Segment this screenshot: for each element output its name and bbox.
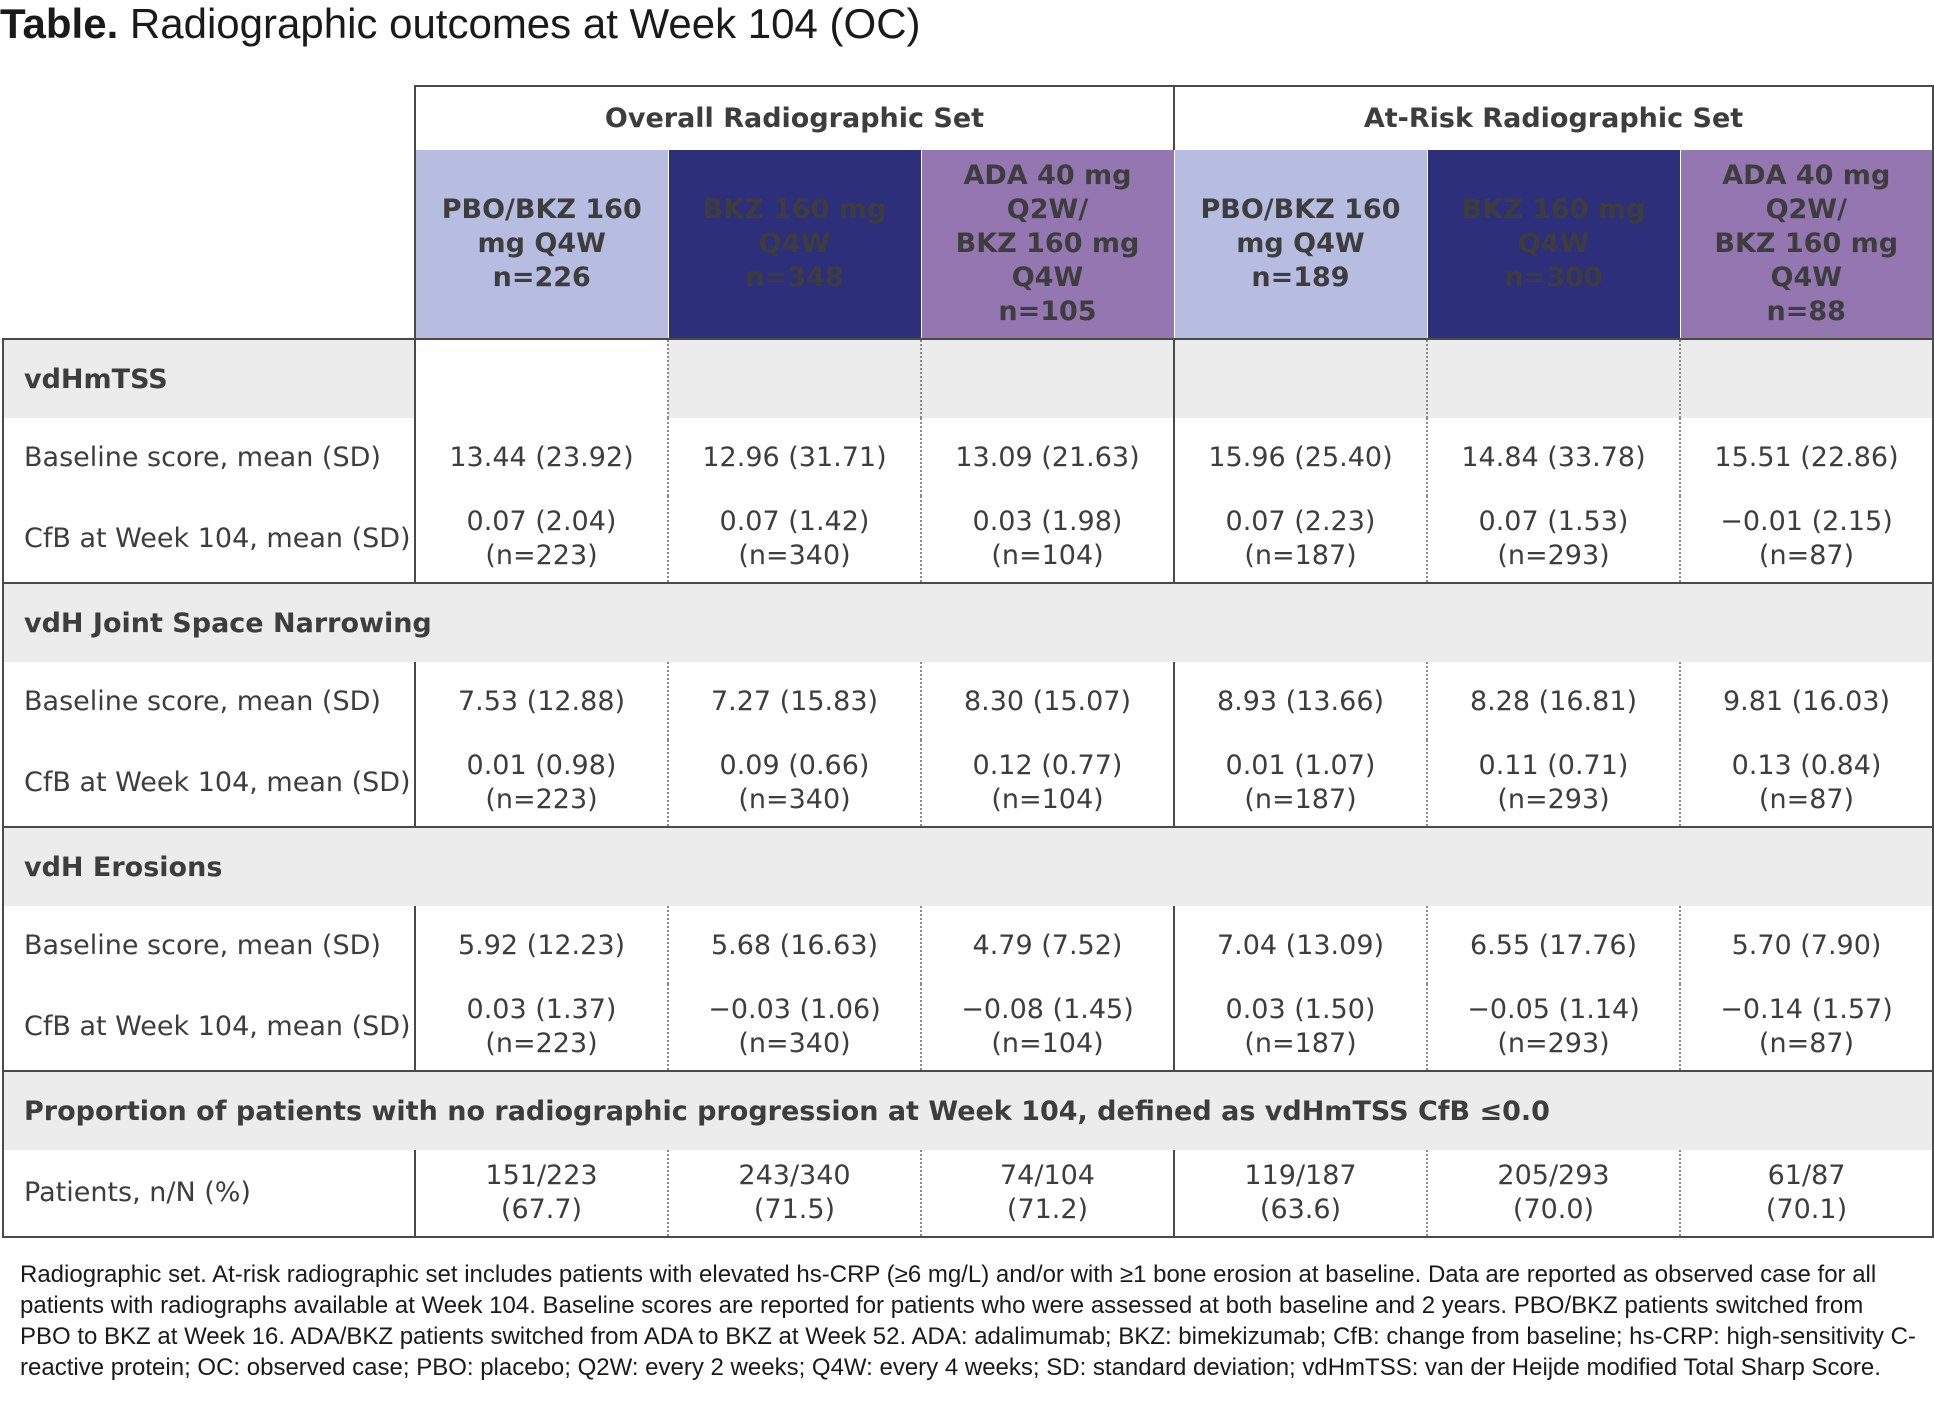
page-title: Table. Radiographic outcomes at Week 104… — [0, 0, 921, 56]
table-row: Baseline score, mean (SD) 7.53 (12.88) 7… — [2, 662, 1934, 740]
column-header: ADA 40 mg Q2W/ BKZ 160 mg Q4W n=105 — [920, 150, 1174, 340]
table-cell: 7.27 (15.83) — [667, 662, 921, 740]
column-header: PBO/BKZ 160 mg Q4W n=226 — [414, 150, 668, 340]
table-cell: 4.79 (7.52) — [920, 906, 1174, 984]
table-cell: 0.03 (1.37) (n=223) — [414, 984, 668, 1071]
table-cell: 13.09 (21.63) — [920, 418, 1174, 496]
blank-cell — [414, 338, 668, 418]
row-label: CfB at Week 104, mean (SD) — [2, 496, 415, 583]
section-heading: vdH Erosions — [1, 826, 1934, 906]
table-cell: 8.28 (16.81) — [1426, 662, 1680, 740]
table-cell: 0.12 (0.77) (n=104) — [920, 740, 1174, 827]
table-cell: 61/87 (70.1) — [1678, 1150, 1934, 1238]
table-cell: 7.04 (13.09) — [1173, 906, 1427, 984]
table-cell: 7.53 (12.88) — [414, 662, 668, 740]
table-row: Patients, n/N (%) 151/223 (67.7) 243/340… — [2, 1150, 1934, 1238]
column-header: BKZ 160 mg Q4W n=300 — [1426, 150, 1680, 340]
table-cell: 0.07 (2.04) (n=223) — [414, 496, 668, 583]
table-cell: 0.07 (2.23) (n=187) — [1173, 496, 1427, 583]
table-cell: 0.07 (1.53) (n=293) — [1426, 496, 1680, 583]
row-label: Baseline score, mean (SD) — [2, 906, 415, 984]
group-header-overall: Overall Radiographic Set — [414, 85, 1175, 150]
title-bold: Table. — [0, 0, 119, 47]
table-cell: 0.09 (0.66) (n=340) — [667, 740, 921, 827]
blank-cell — [1173, 338, 1427, 418]
blank-cell — [667, 338, 921, 418]
table-cell: 15.96 (25.40) — [1173, 418, 1427, 496]
group-header-at-risk: At-Risk Radiographic Set — [1172, 85, 1934, 150]
table-cell: 0.07 (1.42) (n=340) — [667, 496, 921, 583]
table-cell: 5.92 (12.23) — [414, 906, 668, 984]
outcomes-table: Overall Radiographic Set At-Risk Radiogr… — [1, 85, 1934, 1238]
table-cell: 6.55 (17.76) — [1426, 906, 1680, 984]
table-row: Baseline score, mean (SD) 5.92 (12.23) 5… — [2, 906, 1934, 984]
table-cell: −0.01 (2.15) (n=87) — [1678, 496, 1934, 583]
table-cell: 15.51 (22.86) — [1678, 418, 1934, 496]
table-cell: 13.44 (23.92) — [414, 418, 668, 496]
table-cell: 243/340 (71.5) — [667, 1150, 921, 1238]
table-cell: 9.81 (16.03) — [1678, 662, 1934, 740]
column-header: BKZ 160 mg Q4W n=348 — [667, 150, 921, 340]
table-cell: −0.08 (1.45) (n=104) — [920, 984, 1174, 1071]
table-cell: 8.30 (15.07) — [920, 662, 1174, 740]
row-label: Baseline score, mean (SD) — [2, 662, 415, 740]
footnote: Radiographic set. At-risk radiographic s… — [20, 1261, 1916, 1381]
corner-cell — [3, 86, 415, 150]
column-header: ADA 40 mg Q2W/ BKZ 160 mg Q4W n=88 — [1679, 150, 1934, 340]
row-label: Patients, n/N (%) — [2, 1150, 415, 1238]
table-cell: 5.70 (7.90) — [1678, 906, 1934, 984]
column-header: PBO/BKZ 160 mg Q4W n=189 — [1173, 150, 1427, 340]
section-row: vdHmTSS — [2, 338, 1934, 418]
column-header-row: PBO/BKZ 160 mg Q4W n=226 BKZ 160 mg Q4W … — [3, 150, 1934, 340]
table-row: CfB at Week 104, mean (SD) 0.03 (1.37) (… — [2, 984, 1934, 1071]
table-cell: 119/187 (63.6) — [1173, 1150, 1427, 1238]
section-row: vdH Joint Space Narrowing — [1, 582, 1934, 662]
title-text: Radiographic outcomes at Week 104 (OC) — [129, 0, 921, 47]
table-cell: −0.05 (1.14) (n=293) — [1426, 984, 1680, 1071]
section-row: vdH Erosions — [1, 826, 1934, 906]
section-heading: Proportion of patients with no radiograp… — [1, 1070, 1934, 1150]
table-row: CfB at Week 104, mean (SD) 0.01 (0.98) (… — [2, 740, 1934, 827]
table-cell: −0.03 (1.06) (n=340) — [667, 984, 921, 1071]
table-cell: 205/293 (70.0) — [1426, 1150, 1680, 1238]
table-cell: 0.03 (1.98) (n=104) — [920, 496, 1174, 583]
table-row: CfB at Week 104, mean (SD) 0.07 (2.04) (… — [2, 496, 1934, 583]
table-cell: 0.01 (0.98) (n=223) — [414, 740, 668, 827]
table-cell: 0.01 (1.07) (n=187) — [1173, 740, 1427, 827]
table-cell: 151/223 (67.7) — [414, 1150, 668, 1238]
table-cell: 8.93 (13.66) — [1173, 662, 1427, 740]
corner-cell-lower — [3, 150, 415, 340]
blank-cell — [1678, 338, 1934, 418]
table-cell: 0.11 (0.71) (n=293) — [1426, 740, 1680, 827]
table-cell: 74/104 (71.2) — [920, 1150, 1174, 1238]
blank-cell — [1426, 338, 1680, 418]
table-cell: 0.13 (0.84) (n=87) — [1678, 740, 1934, 827]
table-cell: 12.96 (31.71) — [667, 418, 921, 496]
row-label: CfB at Week 104, mean (SD) — [2, 984, 415, 1071]
table-cell: 0.03 (1.50) (n=187) — [1173, 984, 1427, 1071]
row-label: Baseline score, mean (SD) — [2, 418, 415, 496]
table-cell: 14.84 (33.78) — [1426, 418, 1680, 496]
section-row: Proportion of patients with no radiograp… — [1, 1070, 1934, 1150]
table-cell: 5.68 (16.63) — [667, 906, 921, 984]
table-row: Baseline score, mean (SD) 13.44 (23.92) … — [2, 418, 1934, 496]
group-header-row: Overall Radiographic Set At-Risk Radiogr… — [3, 85, 1934, 150]
section-heading: vdHmTSS — [2, 338, 415, 418]
row-label: CfB at Week 104, mean (SD) — [2, 740, 415, 827]
table-cell: −0.14 (1.57) (n=87) — [1678, 984, 1934, 1071]
blank-cell — [920, 338, 1174, 418]
section-heading: vdH Joint Space Narrowing — [1, 582, 1934, 662]
